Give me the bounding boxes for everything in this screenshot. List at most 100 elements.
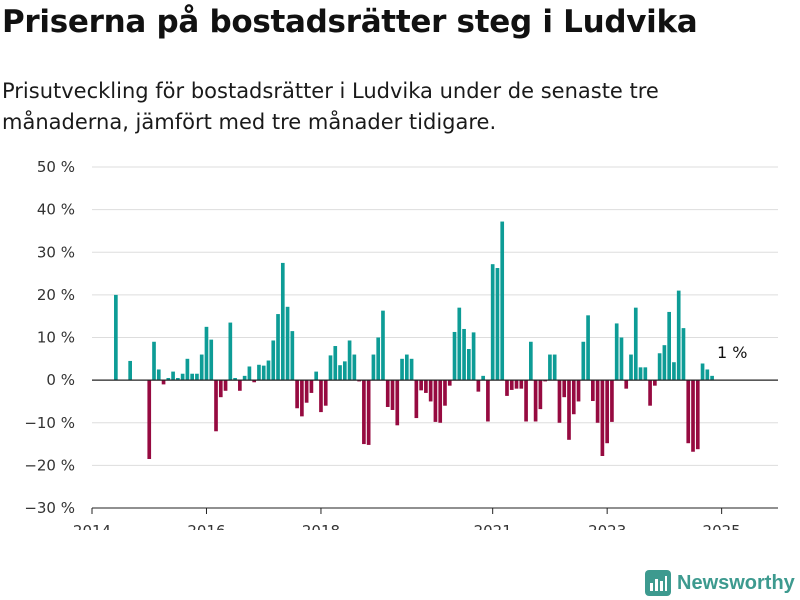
bar xyxy=(381,310,385,381)
bar xyxy=(371,354,376,381)
bar xyxy=(285,306,290,381)
bar xyxy=(567,380,571,440)
bar xyxy=(710,375,714,381)
bar xyxy=(562,380,567,398)
bar xyxy=(633,307,638,381)
bar xyxy=(457,307,462,381)
bar xyxy=(705,369,710,381)
bar xyxy=(662,345,667,381)
bar xyxy=(152,341,156,381)
bar xyxy=(176,377,180,381)
bar xyxy=(395,380,400,426)
bar xyxy=(280,262,285,381)
y-tick-label: 20 % xyxy=(37,286,75,304)
bar xyxy=(376,337,381,381)
bar xyxy=(128,360,132,381)
bar xyxy=(533,380,538,422)
bar xyxy=(514,380,519,389)
bar xyxy=(452,331,457,381)
bar xyxy=(333,346,338,381)
bar xyxy=(524,380,528,422)
bar xyxy=(166,377,171,381)
bar xyxy=(238,380,242,391)
end-value-label: 1 % xyxy=(717,343,747,362)
bar xyxy=(495,268,500,381)
bar xyxy=(271,340,276,381)
x-tick-label: 2021 xyxy=(474,522,512,530)
bar xyxy=(257,364,261,381)
brand-name: Newsworthy xyxy=(677,571,795,594)
bar xyxy=(404,354,409,381)
bar xyxy=(447,380,452,386)
bar xyxy=(390,380,395,410)
bar xyxy=(347,340,352,381)
bar xyxy=(261,365,266,381)
bar xyxy=(171,371,175,381)
bar xyxy=(519,380,524,389)
bar xyxy=(328,355,333,381)
bar xyxy=(471,332,476,381)
bars xyxy=(114,221,714,459)
bar xyxy=(557,380,562,423)
bar xyxy=(233,377,237,381)
bar xyxy=(672,362,676,381)
bar xyxy=(409,358,414,381)
newsworthy-logo-icon xyxy=(645,570,671,596)
bar xyxy=(218,380,223,398)
x-tick-label: 2016 xyxy=(187,522,225,530)
bar xyxy=(428,380,433,402)
bar xyxy=(529,341,533,381)
bar xyxy=(161,380,166,385)
bar xyxy=(490,264,495,381)
y-tick-label: −10 % xyxy=(24,414,75,432)
bar xyxy=(242,375,247,381)
bar xyxy=(686,380,691,444)
x-tick-label: 2023 xyxy=(588,522,626,530)
bar xyxy=(500,221,505,381)
y-tick-label: −20 % xyxy=(24,456,75,474)
bar xyxy=(323,380,328,406)
bar xyxy=(304,380,309,403)
bar xyxy=(624,380,629,389)
bar xyxy=(180,373,185,381)
bar xyxy=(681,328,686,381)
bar xyxy=(314,371,319,381)
x-tick-label: 2014 xyxy=(73,522,111,530)
bar xyxy=(443,380,447,406)
bar xyxy=(509,380,514,390)
chart-title: Priserna på bostadsrätter steg i Ludvika xyxy=(2,4,698,40)
bar xyxy=(676,290,681,381)
bar xyxy=(247,366,252,381)
bar xyxy=(467,349,471,381)
bar xyxy=(385,380,390,407)
y-tick-label: 0 % xyxy=(46,371,75,389)
bar xyxy=(548,354,552,381)
bar xyxy=(648,380,652,406)
bar-chart: −30 % −20 % −10 % 0 % 10 % 20 % 30 % 40 % 50 % 20… xyxy=(24,158,778,530)
bar xyxy=(595,380,600,423)
bar xyxy=(543,380,547,382)
x-tick-label: 2018 xyxy=(302,522,340,530)
bar xyxy=(605,380,609,444)
bar xyxy=(476,380,481,392)
bar xyxy=(610,380,614,422)
bar xyxy=(653,380,657,386)
bar xyxy=(571,380,576,415)
y-tick-label: −30 % xyxy=(24,499,75,517)
bar xyxy=(619,337,624,381)
bar xyxy=(614,323,619,381)
y-tick-label: 40 % xyxy=(37,201,75,219)
bar xyxy=(600,380,605,456)
bar xyxy=(352,354,357,381)
bar xyxy=(252,380,257,383)
bar xyxy=(276,314,280,381)
bar xyxy=(357,380,361,382)
bar xyxy=(700,363,705,381)
bar xyxy=(586,315,590,381)
bar xyxy=(667,311,671,381)
bar xyxy=(204,326,209,381)
bar xyxy=(342,361,347,381)
bar xyxy=(552,354,557,381)
bar xyxy=(643,367,648,381)
bar xyxy=(209,339,214,381)
